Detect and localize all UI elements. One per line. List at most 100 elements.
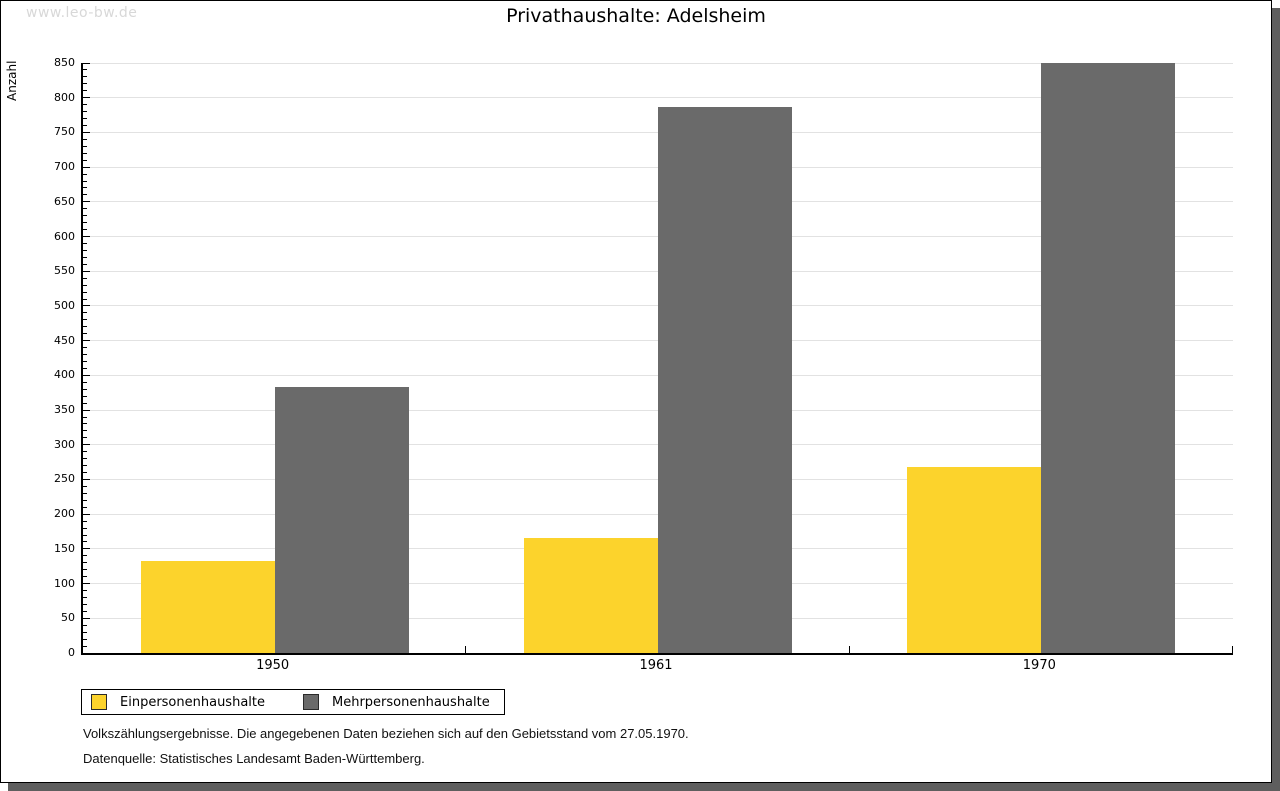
y-minor-tick-440 xyxy=(83,347,87,349)
y-tick-label-500: 500 xyxy=(54,298,75,312)
gridline-y-850 xyxy=(83,62,1233,64)
y-tick-label-400: 400 xyxy=(54,368,75,382)
chart-title: Privathaushalte: Adelsheim xyxy=(506,5,766,27)
x-tick-label-1950: 1950 xyxy=(256,658,290,673)
legend-swatch-einpersonenhaushalte xyxy=(91,694,107,710)
y-major-tick-400 xyxy=(83,374,90,376)
y-minor-tick-590 xyxy=(83,242,87,244)
y-minor-tick-70 xyxy=(83,603,87,605)
y-major-tick-350 xyxy=(83,409,90,411)
y-minor-tick-80 xyxy=(83,596,87,598)
y-tick-label-150: 150 xyxy=(54,541,75,555)
bar-mehrpersonenhaushalte-1961 xyxy=(658,107,792,653)
y-minor-tick-220 xyxy=(83,499,87,501)
y-minor-tick-820 xyxy=(83,83,87,85)
legend-label-mehrpersonenhaushalte: Mehrpersonenhaushalte xyxy=(332,694,490,710)
y-minor-tick-260 xyxy=(83,472,87,474)
y-minor-tick-480 xyxy=(83,319,87,321)
y-minor-tick-460 xyxy=(83,333,87,335)
y-minor-tick-320 xyxy=(83,430,87,432)
y-minor-tick-510 xyxy=(83,298,87,300)
y-minor-tick-180 xyxy=(83,527,87,529)
y-minor-tick-240 xyxy=(83,485,87,487)
y-tick-label-550: 550 xyxy=(54,264,75,278)
y-tick-label-50: 50 xyxy=(61,611,75,625)
y-minor-tick-680 xyxy=(83,180,87,182)
y-tick-label-100: 100 xyxy=(54,576,75,590)
y-minor-tick-140 xyxy=(83,555,87,557)
bar-mehrpersonenhaushalte-1970 xyxy=(1041,63,1176,653)
x-boundary-tick-3 xyxy=(1232,646,1233,653)
y-tick-label-0: 0 xyxy=(68,646,75,659)
y-minor-tick-470 xyxy=(83,326,87,328)
y-major-tick-550 xyxy=(83,270,90,272)
y-major-tick-100 xyxy=(83,583,90,585)
y-tick-label-250: 250 xyxy=(54,472,75,486)
bar-einpersonenhaushalte-1970 xyxy=(907,466,1042,653)
y-minor-tick-420 xyxy=(83,360,87,362)
y-major-tick-850 xyxy=(83,62,90,64)
y-minor-tick-840 xyxy=(83,69,87,71)
y-minor-tick-490 xyxy=(83,312,87,314)
x-boundary-tick-1 xyxy=(465,646,467,653)
y-minor-tick-10 xyxy=(83,645,87,647)
y-minor-tick-610 xyxy=(83,229,87,231)
y-minor-tick-380 xyxy=(83,388,87,390)
y-minor-tick-520 xyxy=(83,291,87,293)
y-minor-tick-710 xyxy=(83,159,87,161)
y-minor-tick-690 xyxy=(83,173,87,175)
y-minor-tick-630 xyxy=(83,215,87,217)
legend-label-einpersonenhaushalte: Einpersonenhaushalte xyxy=(120,694,265,710)
y-minor-tick-810 xyxy=(83,90,87,92)
y-minor-tick-580 xyxy=(83,249,87,251)
legend-item-mehrpersonenhaushalte: Mehrpersonenhaushalte xyxy=(303,694,490,710)
y-major-tick-150 xyxy=(83,548,90,550)
y-major-tick-300 xyxy=(83,444,90,446)
y-minor-tick-40 xyxy=(83,624,87,626)
y-minor-tick-230 xyxy=(83,492,87,494)
legend: Einpersonenhaushalte Mehrpersonenhaushalt… xyxy=(81,689,505,715)
y-major-tick-750 xyxy=(83,131,90,133)
y-tick-label-600: 600 xyxy=(54,229,75,243)
y-minor-tick-640 xyxy=(83,208,87,210)
y-minor-tick-340 xyxy=(83,416,87,418)
x-tick-label-1961: 1961 xyxy=(639,658,673,673)
y-minor-tick-130 xyxy=(83,562,87,564)
y-tick-label-300: 300 xyxy=(54,437,75,451)
y-tick-label-800: 800 xyxy=(54,90,75,104)
y-minor-tick-780 xyxy=(83,111,87,113)
y-minor-tick-790 xyxy=(83,104,87,106)
y-minor-tick-310 xyxy=(83,437,87,439)
y-tick-label-350: 350 xyxy=(54,403,75,417)
y-minor-tick-410 xyxy=(83,367,87,369)
y-minor-tick-560 xyxy=(83,263,87,265)
y-minor-tick-160 xyxy=(83,541,87,543)
y-minor-tick-270 xyxy=(83,465,87,467)
gridline-y-800 xyxy=(83,97,1233,99)
y-major-tick-50 xyxy=(83,617,90,619)
y-minor-tick-290 xyxy=(83,451,87,453)
y-minor-tick-430 xyxy=(83,354,87,356)
legend-swatch-mehrpersonenhaushalte xyxy=(303,694,319,710)
bar-einpersonenhaushalte-1961 xyxy=(524,538,658,653)
y-minor-tick-570 xyxy=(83,256,87,258)
y-minor-tick-390 xyxy=(83,381,87,383)
y-minor-tick-360 xyxy=(83,402,87,404)
y-minor-tick-720 xyxy=(83,152,87,154)
x-tick-label-1970: 1970 xyxy=(1022,658,1056,673)
y-minor-tick-120 xyxy=(83,569,87,571)
bar-einpersonenhaushalte-1950 xyxy=(140,560,275,653)
legend-item-einpersonenhaushalte: Einpersonenhaushalte xyxy=(91,694,265,710)
y-minor-tick-280 xyxy=(83,458,87,460)
y-major-tick-200 xyxy=(83,513,90,515)
y-minor-tick-330 xyxy=(83,423,87,425)
y-tick-label-850: 850 xyxy=(54,56,75,69)
y-minor-tick-60 xyxy=(83,610,87,612)
y-minor-tick-30 xyxy=(83,631,87,633)
y-minor-tick-90 xyxy=(83,590,87,592)
y-major-tick-450 xyxy=(83,340,90,342)
watermark: www.leo-bw.de xyxy=(26,5,138,21)
y-major-tick-700 xyxy=(83,166,90,168)
x-boundary-tick-2 xyxy=(848,646,850,653)
y-minor-tick-620 xyxy=(83,222,87,224)
